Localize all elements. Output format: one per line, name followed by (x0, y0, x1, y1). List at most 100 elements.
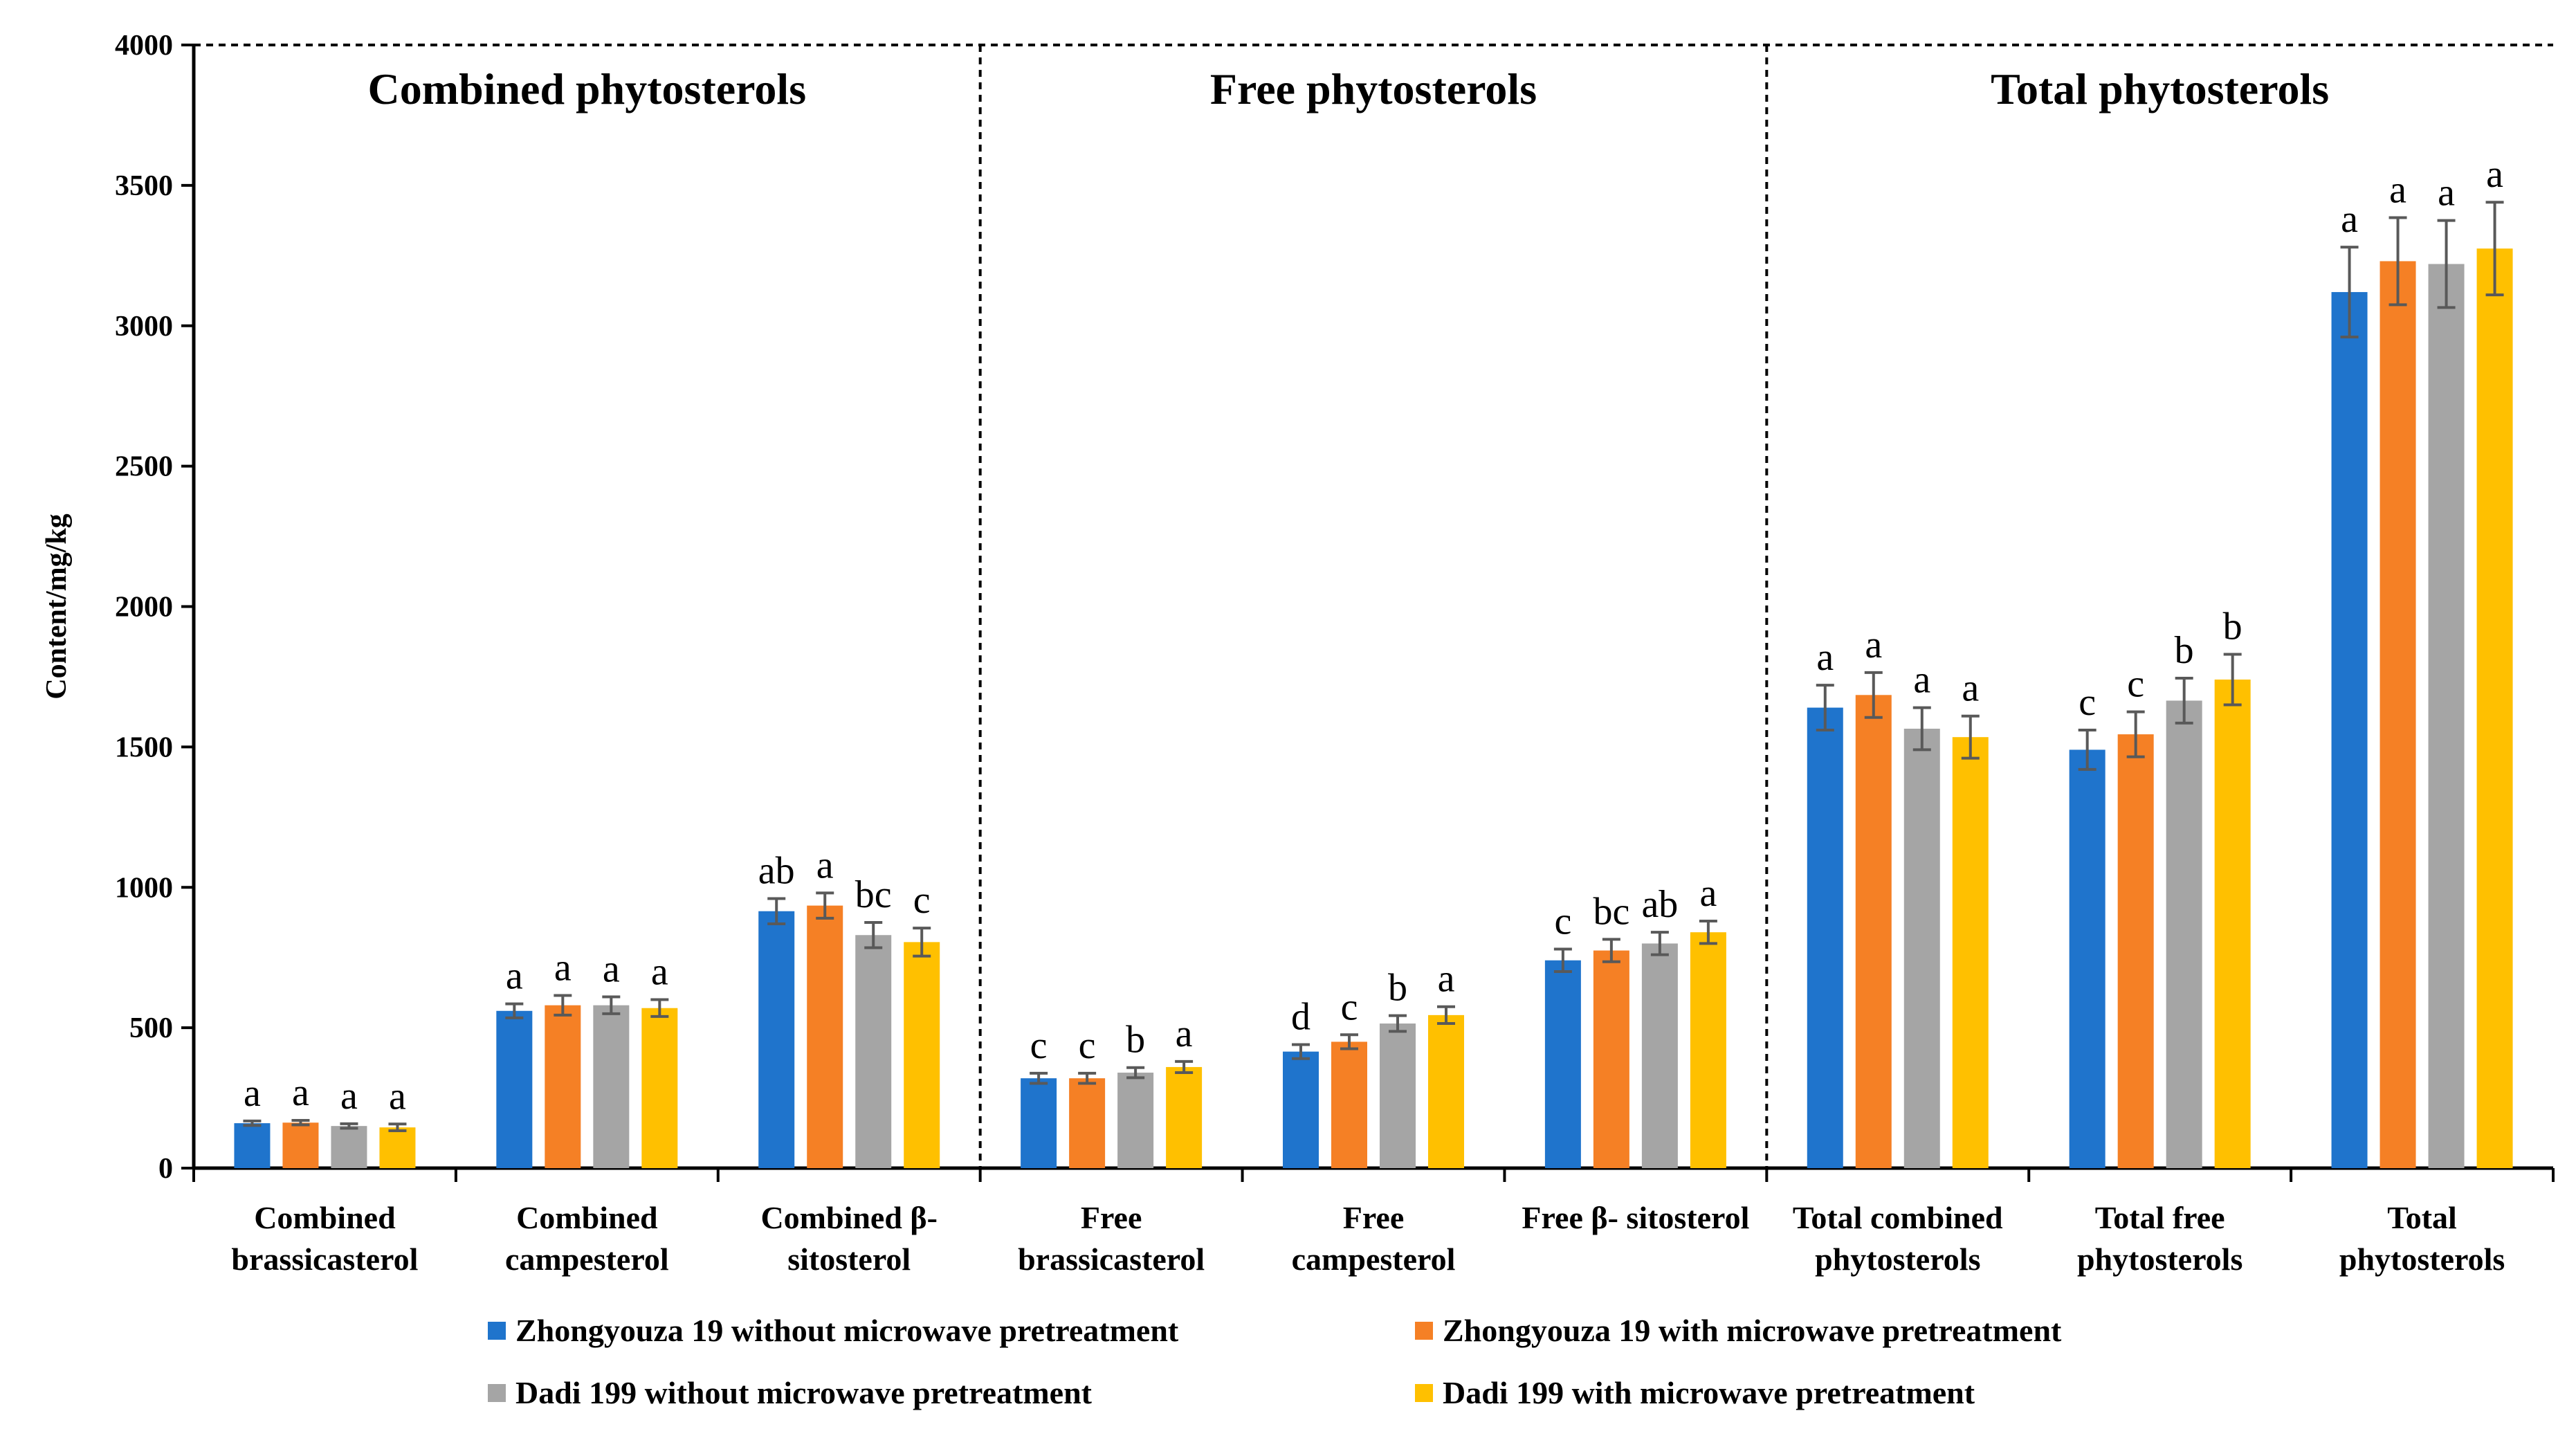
x-tick-label: campesterol (505, 1241, 669, 1277)
significance-letter: c (1030, 1024, 1048, 1067)
bar (1283, 1051, 1319, 1168)
y-tick-label: 500 (129, 1012, 173, 1044)
axes (181, 44, 2555, 1182)
y-tick-label: 1500 (115, 731, 173, 763)
bar (1952, 737, 1989, 1168)
bar (379, 1127, 416, 1168)
bar (1855, 695, 1892, 1168)
significance-letter: b (2175, 629, 2194, 672)
significance-letter: a (389, 1075, 406, 1118)
significance-letter: c (2079, 681, 2096, 724)
significance-letter: c (2127, 663, 2144, 706)
legend-label: Dadi 199 with microwave pretreatment (1443, 1375, 1975, 1410)
significance-letter: a (1816, 636, 1834, 679)
bar (1069, 1078, 1106, 1168)
significance-letter: c (1079, 1024, 1096, 1067)
bar (641, 1008, 678, 1168)
significance-letter: a (1438, 958, 1455, 1001)
bar (2166, 700, 2202, 1168)
labels: 0 500 1000 1500 2000 2500 3000 3500 4000 Content/… (41, 30, 2505, 1277)
y-tick-label: 0 (158, 1153, 173, 1185)
y-tick-label: 2500 (115, 451, 173, 483)
x-tick-label: Combined β- (760, 1200, 938, 1235)
significance-letter: a (603, 947, 620, 990)
significance-letter: c (1554, 900, 1571, 943)
x-tick-label: Free β- sitosterol (1522, 1200, 1749, 1235)
bar (2476, 248, 2513, 1169)
legend-swatch (488, 1322, 506, 1340)
bar (2117, 734, 2154, 1168)
x-tick-label: brassicasterol (231, 1241, 418, 1277)
significance-letter: b (2223, 605, 2242, 648)
significance-letter: c (1341, 985, 1358, 1028)
x-tick-label: phytosterols (1815, 1241, 1980, 1277)
bar (331, 1126, 367, 1168)
panel-title: Combined phytosterols (368, 64, 807, 113)
bars (234, 201, 2513, 1169)
bar (282, 1122, 319, 1168)
legend-label: Dadi 199 without microwave pretreatment (515, 1375, 1093, 1410)
legend-label: Zhongyouza 19 without microwave pretreat… (515, 1313, 1179, 1348)
bar (2379, 261, 2416, 1168)
x-tick-label: Combined (254, 1200, 396, 1235)
bar (1593, 950, 1629, 1168)
bar (2331, 292, 2368, 1168)
y-tick-label: 2000 (115, 592, 173, 624)
significance-letter: a (340, 1075, 358, 1118)
panel-title: Total phytosterols (1991, 64, 2329, 113)
significance-letter: a (2486, 153, 2503, 196)
bar (1807, 707, 1843, 1168)
bar (2428, 264, 2465, 1168)
significance-letter: a (1962, 667, 1979, 710)
significance-letter: bc (855, 873, 892, 916)
bar (2214, 679, 2251, 1168)
significance-letter: b (1126, 1019, 1145, 1062)
x-tick-label: phytosterols (2339, 1241, 2505, 1277)
significance-letter: ab (758, 849, 795, 892)
significance-letter: c (913, 879, 931, 922)
legend-swatch (1415, 1322, 1433, 1340)
significance-letter: a (816, 844, 834, 886)
x-tick-label: sitosterol (787, 1241, 911, 1277)
significance-letter: b (1388, 967, 1407, 1010)
significance-letter: a (1865, 624, 1882, 666)
bar (1117, 1073, 1154, 1168)
bar (1380, 1023, 1416, 1168)
significance-letter: a (554, 946, 572, 989)
bar (545, 1005, 581, 1168)
y-tick-label: 1000 (115, 872, 173, 904)
x-tick-label: phytosterols (2077, 1241, 2242, 1277)
significance-letter: a (2389, 169, 2406, 212)
significance-letter: a (244, 1072, 261, 1115)
y-tick-label: 3500 (115, 170, 173, 202)
x-tick-label: Total free (2095, 1200, 2225, 1235)
y-tick-label: 3000 (115, 311, 173, 343)
significance-letter: ab (1641, 883, 1678, 926)
bar (1690, 932, 1726, 1168)
x-tick-label: Total combined (1793, 1200, 2003, 1235)
bar (904, 942, 940, 1168)
significance-letter: a (2438, 172, 2455, 215)
significance-letter: d (1291, 995, 1310, 1038)
significance-letter: a (1176, 1012, 1193, 1055)
significance-letter: bc (1593, 890, 1629, 933)
significance-letter: a (506, 955, 523, 998)
legend-label: Zhongyouza 19 with microwave pretreatmen… (1443, 1313, 2062, 1348)
x-tick-label: Free (1081, 1200, 1142, 1235)
bar (2069, 749, 2105, 1168)
significance-letter: a (292, 1071, 309, 1114)
panel-title: Free phytosterols (1210, 64, 1537, 113)
bar (496, 1010, 533, 1168)
legend: Zhongyouza 19 without microwave pretreat… (488, 1313, 2062, 1410)
bar (1544, 960, 1581, 1168)
x-tick-label: brassicasterol (1018, 1241, 1205, 1277)
legend-swatch (1415, 1384, 1433, 1402)
significance-letter: a (651, 951, 668, 994)
significance-letter: a (1699, 872, 1717, 915)
bar (593, 1005, 630, 1168)
significance-letter: a (2341, 198, 2358, 241)
bar (1021, 1078, 1057, 1168)
bar (1641, 943, 1678, 1168)
x-tick-label: Total (2387, 1200, 2457, 1235)
